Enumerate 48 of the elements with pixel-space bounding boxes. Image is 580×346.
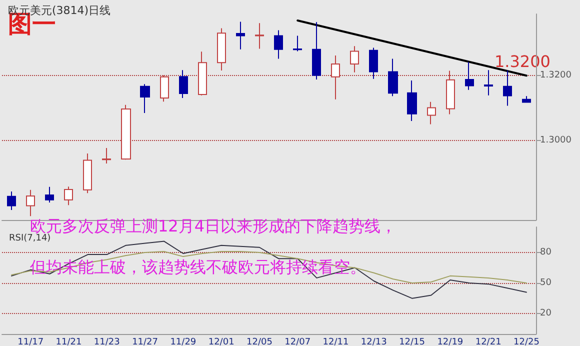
candlestick — [83, 152, 92, 194]
candlestick — [427, 101, 436, 125]
candlestick — [121, 104, 131, 160]
candlestick — [7, 190, 16, 210]
candlestick — [446, 70, 455, 115]
candlestick — [312, 22, 321, 80]
candlestick — [484, 70, 493, 96]
candlestick — [350, 46, 359, 73]
x-tick-label: 12/19 — [437, 338, 464, 346]
candlestick — [140, 84, 150, 114]
candlestick — [293, 35, 302, 52]
candlestick — [160, 74, 169, 102]
candlestick — [522, 96, 531, 103]
candlestick — [331, 55, 340, 100]
candlestick — [26, 189, 35, 217]
candlestick — [255, 22, 264, 50]
x-tick-label: 12/05 — [246, 338, 272, 346]
x-tick-label: 12/01 — [208, 338, 234, 346]
y-tick-label: 1.3200 — [540, 70, 572, 81]
candlestick — [179, 70, 188, 99]
candlestick — [388, 58, 398, 97]
candlestick — [45, 186, 54, 203]
x-tick-label: 11/29 — [170, 338, 196, 346]
y-tick-label: 20 — [540, 308, 552, 319]
candlestick — [198, 51, 207, 96]
x-tick-label: 12/25 — [513, 338, 540, 346]
x-tick-label: 11/27 — [132, 338, 158, 346]
candlestick — [369, 47, 378, 80]
x-tick-label: 11/23 — [94, 338, 120, 346]
candlestick — [102, 147, 111, 164]
y-tick-label: 50 — [540, 278, 552, 288]
candlestick — [64, 186, 73, 206]
x-tick-label: 12/15 — [399, 338, 426, 346]
candlestick — [236, 21, 245, 50]
candlestick — [503, 70, 512, 106]
candlestick — [217, 28, 226, 71]
x-tick-label: 12/07 — [284, 338, 311, 346]
x-tick-label: 11/17 — [18, 338, 44, 346]
candlestick — [407, 80, 417, 122]
x-tick-label: 12/11 — [322, 338, 349, 346]
x-tick-label: 12/21 — [475, 338, 502, 346]
x-tick-label: 12/13 — [360, 338, 387, 346]
candlestick — [465, 62, 474, 90]
y-tick-label: 1.3000 — [540, 136, 572, 146]
y-tick-label: 80 — [540, 247, 552, 258]
text: RSI(7,14) — [9, 234, 51, 244]
x-tick-label: 11/21 — [56, 338, 82, 346]
candlestick — [274, 30, 283, 60]
